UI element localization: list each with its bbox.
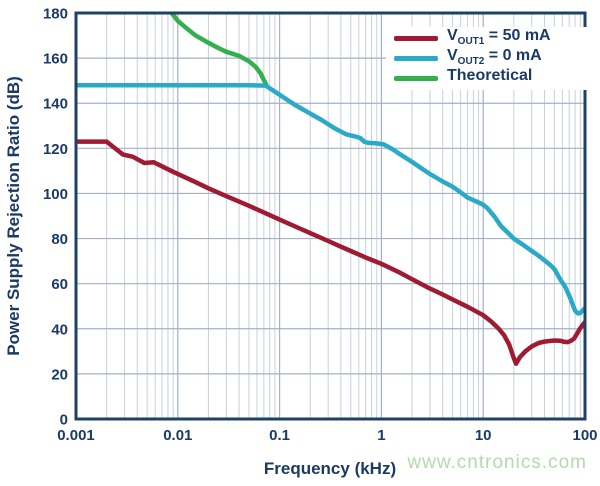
legend: VOUT1 = 50 mA VOUT2 = 0 mA Theoretical bbox=[386, 27, 592, 90]
legend-item-theoretical: Theoretical bbox=[394, 66, 588, 87]
series-line-theoretical bbox=[169, 13, 269, 87]
y-tick-label: 0 bbox=[60, 412, 68, 429]
series-line-vout2 bbox=[76, 82, 585, 316]
x-tick-label: 0.1 bbox=[269, 427, 290, 444]
legend-item-vout1: VOUT1 = 50 mA bbox=[394, 26, 588, 48]
y-tick-label: 40 bbox=[51, 321, 68, 338]
y-axis-tick-labels: 0 20 40 60 80 100 120 140 160 180 bbox=[43, 6, 68, 429]
y-tick-label: 160 bbox=[43, 51, 68, 68]
x-tick-label: 100 bbox=[572, 427, 597, 444]
watermark: www.cntronics.com bbox=[407, 452, 587, 473]
gridlines-minor bbox=[106, 13, 581, 419]
legend-swatch-vout2 bbox=[394, 56, 438, 61]
legend-label-vout2: VOUT2 = 0 mA bbox=[447, 46, 542, 68]
chart-series bbox=[76, 13, 585, 366]
x-tick-label: 10 bbox=[475, 427, 492, 444]
legend-swatch-theoretical bbox=[394, 76, 438, 81]
y-tick-label: 80 bbox=[51, 231, 68, 248]
legend-label-vout1: VOUT1 = 50 mA bbox=[447, 26, 551, 48]
x-axis-tick-labels: 0.001 0.01 0.1 1 10 100 bbox=[57, 427, 597, 444]
legend-item-vout2: VOUT2 = 0 mA bbox=[394, 46, 588, 68]
legend-swatch-vout1 bbox=[394, 36, 438, 41]
x-tick-label: 1 bbox=[377, 427, 385, 444]
y-tick-label: 60 bbox=[51, 276, 68, 293]
y-tick-label: 100 bbox=[43, 186, 68, 203]
y-tick-label: 180 bbox=[43, 6, 68, 23]
x-tick-label: 0.01 bbox=[163, 427, 192, 444]
y-tick-label: 120 bbox=[43, 141, 68, 158]
y-axis-title: Power Supply Rejection Ratio (dB) bbox=[4, 76, 23, 356]
y-tick-label: 20 bbox=[51, 366, 68, 383]
x-axis-title: Frequency (kHz) bbox=[264, 459, 396, 478]
legend-label-theoretical: Theoretical bbox=[447, 66, 533, 84]
x-tick-label: 0.001 bbox=[57, 427, 95, 444]
y-tick-label: 140 bbox=[43, 96, 68, 113]
series-line-vout1 bbox=[76, 139, 585, 366]
plot-frame bbox=[74, 11, 587, 421]
